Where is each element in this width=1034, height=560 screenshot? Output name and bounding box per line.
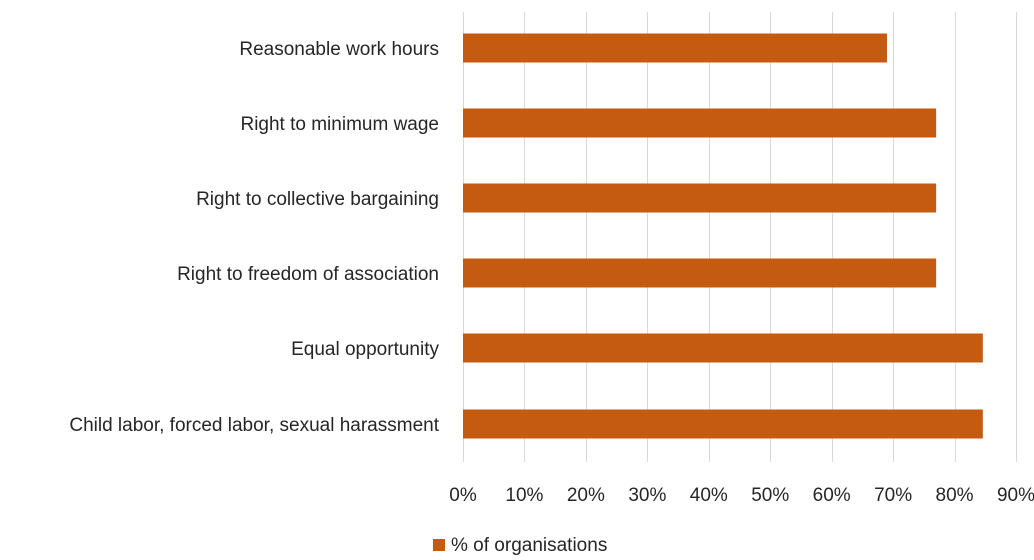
legend: % of organisations [433, 535, 607, 556]
bar [463, 333, 983, 363]
bar [463, 258, 937, 288]
bar [463, 183, 937, 213]
category-label: Child labor, forced labor, sexual harass… [69, 415, 439, 436]
x-tick-labels: 0% 10% 20% 30% 40% 50% 60% 70% 80% 90% [449, 485, 1034, 506]
category-label: Right to collective bargaining [196, 189, 439, 210]
x-tick-label: 70% [874, 485, 912, 506]
x-tick-label: 10% [505, 485, 543, 506]
x-tick-label: 40% [690, 485, 728, 506]
gridlines [463, 12, 1017, 462]
bar [463, 409, 983, 439]
category-label: Right to freedom of association [177, 264, 439, 285]
category-label: Right to minimum wage [240, 114, 439, 135]
x-tick-label: 50% [751, 485, 789, 506]
category-label: Reasonable work hours [239, 39, 439, 60]
category-labels: Reasonable work hours Right to minimum wa… [69, 39, 439, 436]
x-tick-label: 0% [449, 485, 477, 506]
x-tick-label: 60% [813, 485, 851, 506]
x-tick-label: 90% [997, 485, 1034, 506]
x-tick-label: 30% [628, 485, 666, 506]
x-tick-label: 20% [567, 485, 605, 506]
category-label: Equal opportunity [291, 339, 439, 360]
legend-swatch [433, 539, 445, 551]
bars [463, 33, 983, 439]
x-tick-label: 80% [936, 485, 974, 506]
bar [463, 33, 887, 63]
legend-label: % of organisations [451, 535, 607, 556]
bar [463, 108, 937, 138]
